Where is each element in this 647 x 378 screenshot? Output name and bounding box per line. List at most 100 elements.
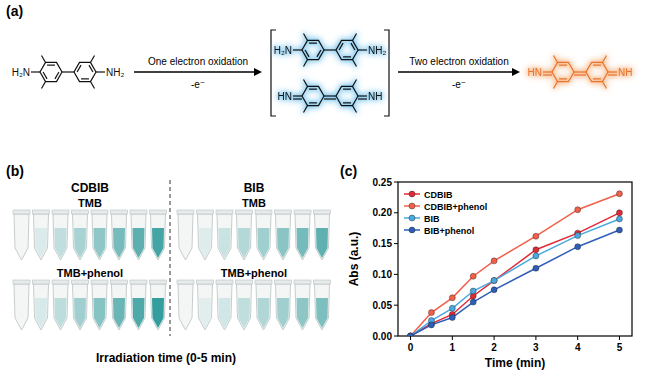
marker	[533, 233, 539, 239]
tube-body	[53, 214, 68, 260]
tube-cap	[72, 210, 89, 214]
marker	[491, 278, 497, 284]
tube-body	[131, 284, 146, 330]
bond	[309, 102, 317, 103]
atom-label: HN	[528, 67, 542, 78]
bond	[324, 95, 336, 96]
divider	[169, 180, 170, 336]
tube-liquid	[258, 298, 270, 328]
tube-liquid	[133, 228, 145, 258]
legend-label: BIB+phenol	[424, 226, 474, 236]
molecule: H₂NNH₂	[12, 55, 125, 88]
arrow-head	[254, 68, 262, 76]
x-tick-label: 3	[533, 342, 539, 353]
tube	[314, 280, 331, 330]
y-tick	[394, 212, 398, 213]
molecule: HNNH	[528, 55, 633, 88]
tube-body	[315, 284, 330, 330]
arrow-label: Two electron oxidation	[409, 56, 509, 67]
tube-cap	[33, 210, 50, 214]
bond	[608, 71, 617, 72]
bond	[62, 71, 74, 72]
tube-cap	[13, 280, 30, 284]
tube-body	[276, 284, 291, 330]
tube-liquid	[297, 298, 309, 328]
legend-marker	[409, 227, 415, 233]
tube-liquid	[180, 298, 192, 328]
x-tick-label: 4	[575, 342, 581, 353]
marker	[575, 233, 581, 239]
atom-label: HN	[278, 91, 292, 102]
series	[408, 210, 623, 336]
marker	[449, 315, 455, 321]
tube-body	[178, 214, 193, 260]
tube	[130, 280, 147, 330]
tube-cap	[91, 210, 108, 214]
atom-label: NH₂	[368, 45, 386, 56]
bond	[96, 71, 105, 72]
atom-label: H₂N	[12, 67, 30, 78]
row-label: TMB+phenol	[57, 267, 123, 279]
atom-label: NH	[368, 91, 382, 102]
x-tick-label: 0	[408, 342, 414, 353]
bond	[343, 102, 351, 103]
tube-cap	[150, 210, 167, 214]
tube-body	[92, 284, 107, 330]
tube-body	[73, 214, 88, 260]
bond	[293, 98, 302, 99]
x-tick	[452, 336, 453, 340]
tube-liquid	[316, 298, 328, 328]
tube-body	[256, 214, 271, 260]
tube	[111, 280, 128, 330]
tube-liquid	[55, 298, 67, 328]
tube-body	[198, 284, 213, 330]
tube-cap	[91, 280, 108, 284]
bond	[543, 71, 552, 72]
tube	[294, 210, 311, 260]
tube	[91, 210, 108, 260]
tube	[72, 280, 89, 330]
marker	[470, 273, 476, 279]
tube-liquid	[74, 298, 86, 328]
legend-marker	[409, 191, 415, 197]
bond	[293, 49, 302, 50]
ring	[586, 62, 608, 81]
tube	[150, 210, 167, 260]
ring	[302, 40, 324, 59]
tube-body	[112, 214, 127, 260]
bond	[559, 78, 567, 79]
tube	[197, 280, 214, 330]
tube-cap	[111, 210, 128, 214]
ring	[552, 62, 574, 81]
bond	[554, 82, 558, 89]
tube-body	[34, 214, 49, 260]
bond	[304, 79, 308, 86]
bracket	[271, 30, 389, 116]
bond	[324, 49, 336, 50]
legend-marker	[409, 203, 415, 209]
tube	[52, 210, 69, 260]
bond	[81, 78, 89, 79]
tube-liquid	[219, 228, 231, 258]
tube	[314, 210, 331, 260]
tube-liquid	[35, 228, 47, 258]
y-tick	[394, 243, 398, 244]
tube-body	[112, 284, 127, 330]
marker	[616, 227, 622, 233]
group-title: CDBIB	[71, 181, 109, 195]
arrow-shaft	[398, 71, 514, 72]
atom-label: H₂N	[274, 45, 292, 56]
tube-cap	[197, 210, 214, 214]
bond	[42, 55, 46, 62]
tube-body	[34, 284, 49, 330]
tube-cap	[130, 280, 147, 284]
tube-liquid	[152, 298, 164, 328]
tube-body	[131, 214, 146, 260]
tube-cap	[294, 280, 311, 284]
tube	[236, 280, 253, 330]
plot-frame	[398, 182, 632, 336]
bond	[603, 82, 607, 89]
tube-liquid	[316, 228, 328, 258]
bond	[304, 106, 308, 113]
bond	[43, 72, 47, 79]
